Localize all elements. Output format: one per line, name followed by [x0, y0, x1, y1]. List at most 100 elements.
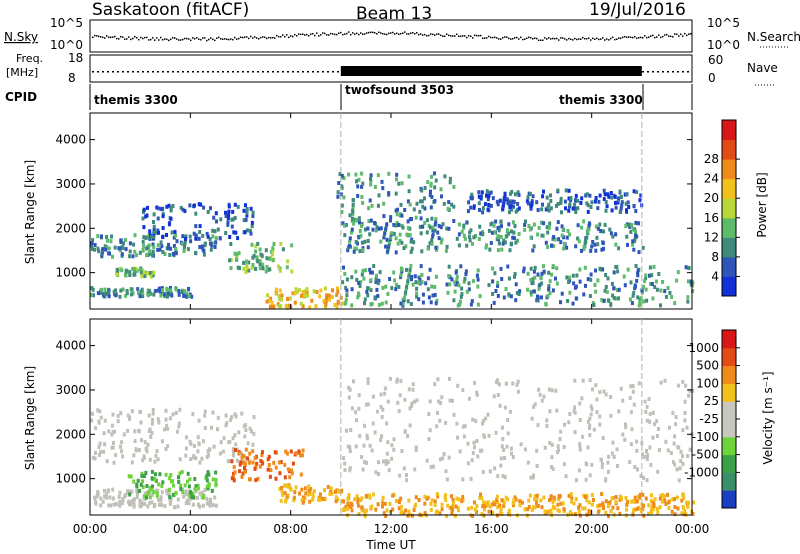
echo-cell [353, 497, 356, 502]
echo-cell [535, 500, 538, 505]
echo-cell [277, 460, 281, 465]
echo-cell [158, 472, 162, 477]
echo-cell [369, 176, 372, 181]
echo-cell [447, 264, 451, 269]
echo-cell [568, 232, 571, 237]
echo-cell [226, 459, 230, 464]
echo-cell [158, 289, 162, 294]
echo-cell [627, 205, 631, 209]
nsky-point [132, 37, 134, 40]
echo-cell [471, 451, 475, 455]
echo-cell [336, 497, 340, 502]
echo-cell [254, 478, 258, 483]
nsky-point [478, 34, 480, 37]
echo-cell [464, 269, 468, 274]
nsky-point [106, 35, 108, 37]
echo-cell [407, 189, 411, 194]
echo-cell [389, 215, 393, 220]
nsky-point [224, 38, 226, 40]
echo-cell [410, 246, 414, 251]
echo-cell [601, 501, 605, 506]
echo-cell [241, 471, 245, 476]
echo-cell [213, 495, 217, 500]
echo-cell [169, 208, 173, 213]
echo-cell [356, 503, 360, 508]
echo-cell [503, 193, 507, 198]
beam-title: Beam 13 [356, 4, 432, 24]
echo-cell [513, 192, 517, 197]
echo-cell [502, 238, 506, 243]
echo-cell [480, 496, 484, 501]
nsky-point [432, 33, 434, 36]
echo-cell [169, 500, 173, 505]
echo-cell [629, 280, 633, 285]
nsky-line [92, 31, 692, 42]
echo-cell [363, 301, 366, 306]
nave-point [222, 71, 224, 73]
echo-cell [226, 222, 230, 227]
echo-cell [506, 228, 509, 233]
nsky-point [618, 37, 620, 39]
echo-cell [656, 427, 660, 431]
echo-cell [214, 211, 218, 216]
echo-cell [249, 429, 253, 434]
colorbar-tick-label: -1000 [684, 465, 719, 479]
echo-cell [300, 487, 304, 492]
nave-point [382, 71, 384, 73]
echo-cell [271, 252, 274, 257]
nave-point [252, 71, 254, 73]
echo-cell [474, 419, 478, 423]
echo-cell [286, 297, 289, 301]
nsky-point [472, 37, 474, 39]
nsky-point [138, 38, 140, 41]
echo-cell [480, 190, 484, 195]
echo-cell [189, 239, 193, 244]
echo-cell [374, 470, 378, 475]
echo-cell [629, 229, 633, 234]
echo-cell [169, 479, 173, 484]
echo-cell [140, 438, 143, 442]
echo-cell [630, 223, 634, 228]
echo-cell [247, 260, 251, 265]
echo-cell [188, 494, 192, 499]
echo-cell [612, 296, 616, 300]
echo-cell [123, 237, 127, 242]
echo-cell [542, 221, 546, 226]
nsky-point [640, 36, 642, 39]
echo-cell [551, 264, 555, 269]
colorbar-tick-label: 20 [704, 191, 719, 205]
echo-cell [550, 442, 554, 447]
nsky-point [184, 37, 186, 40]
echo-cell [430, 498, 434, 503]
echo-cell [642, 503, 645, 508]
echo-cell [194, 484, 198, 489]
echo-cell [529, 204, 533, 209]
echo-cell [511, 500, 515, 505]
nsky-point [496, 37, 498, 39]
echo-cell [396, 207, 399, 212]
echo-cell [526, 195, 530, 200]
echo-cell [284, 499, 287, 504]
echo-cell [205, 231, 209, 236]
echo-cell [100, 250, 104, 255]
echo-cell [598, 422, 602, 427]
echo-cell [675, 467, 679, 472]
echo-cell [622, 274, 626, 279]
echo-cell [462, 225, 466, 230]
nsky-point [238, 37, 240, 40]
colorbar-swatch [722, 178, 736, 199]
echo-cell [193, 203, 196, 208]
echo-cell [440, 194, 443, 199]
echo-cell [480, 194, 483, 199]
nsky-point [242, 36, 244, 39]
nsky-point [336, 33, 338, 36]
nave-point [567, 71, 569, 73]
echo-cell [555, 266, 559, 271]
echo-cell [450, 510, 454, 515]
echo-cell [191, 502, 195, 507]
nsky-point [100, 36, 102, 38]
nsky-point [392, 31, 394, 34]
echo-cell [482, 433, 486, 438]
echo-cell [107, 429, 111, 434]
